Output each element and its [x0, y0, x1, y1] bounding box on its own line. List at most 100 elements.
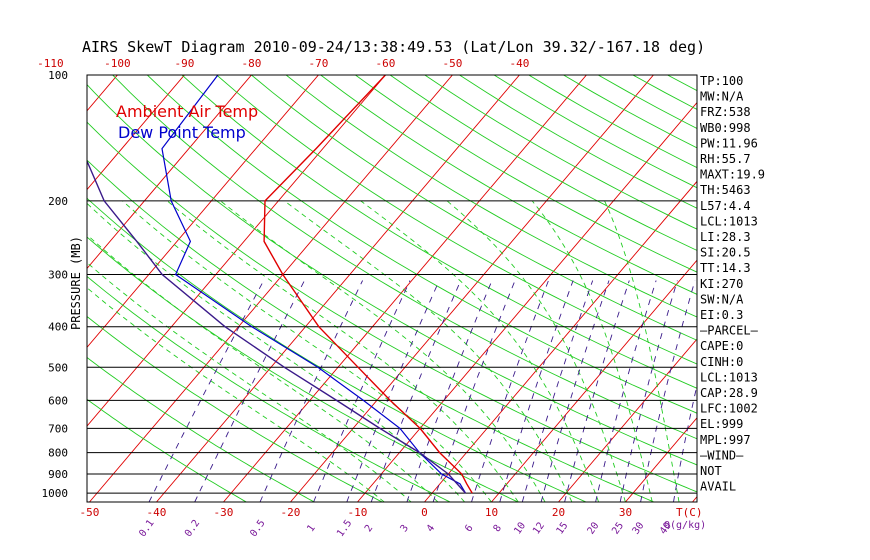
mixing-ratio-label: 0.1: [137, 518, 156, 539]
dry-adiabat-line: [667, 75, 697, 92]
dry-adiabat-line: [87, 398, 247, 502]
bottom-temperature-label: 10: [485, 506, 498, 519]
top-temperature-labels: -120-110-100-90-80-70-60-50-40: [37, 57, 529, 70]
dry-adiabat-line: [320, 75, 697, 295]
bottom-temperature-labels: -50 -40 -30 -20 -10 0 10 20 30: [80, 506, 633, 519]
top-temperature-label: -90: [174, 57, 194, 70]
index-label: FRZ:538: [700, 105, 751, 119]
pressure-tick-label: 900: [48, 468, 68, 481]
index-label: CAPE:0: [700, 339, 743, 353]
index-label: EI:0.3: [700, 308, 743, 322]
pressure-tick-label: 200: [48, 195, 68, 208]
mixing-ratio-line: [619, 280, 678, 502]
mixing-ratio-labels: 0.1 0.2 0.5 1 1.5 2 3 4 6 8 10 12 15 20 25 30 40: [137, 518, 674, 539]
moist-adiabat-line: [284, 200, 573, 502]
mixing-ratio-line: [521, 280, 594, 502]
index-label: MAXT:19.9: [700, 168, 765, 182]
mixing-ratio-line: [540, 280, 610, 502]
mixing-ratio-label: 0.2: [183, 518, 202, 539]
top-temperature-label: -80: [241, 57, 261, 70]
moist-adiabat-line: [87, 287, 385, 502]
mixing-ratio-line: [432, 280, 516, 502]
pressure-tick-label: 700: [48, 422, 68, 435]
mixing-ratio-line: [499, 280, 574, 502]
isotherm-line: [87, 75, 253, 270]
dry-adiabat-line: [216, 75, 697, 365]
pressure-tick-label: 400: [48, 321, 68, 334]
moist-adiabat-line: [360, 200, 600, 502]
top-temperature-label: -60: [375, 57, 395, 70]
dry-adiabat-line: [389, 75, 697, 251]
index-label: TP:100: [700, 74, 743, 88]
top-temperature-label: -50: [442, 57, 462, 70]
dry-adiabat-line: [355, 75, 697, 273]
index-label: EL:999: [700, 417, 743, 431]
isotherm-line: [558, 338, 697, 502]
dry-adiabat-line: [87, 315, 383, 502]
index-label: KI:270: [700, 277, 743, 291]
dry-adiabat-line: [87, 121, 697, 493]
ambient-temp-line: [263, 75, 473, 494]
isotherm-line: [87, 75, 186, 191]
parcel-line: [87, 159, 467, 494]
index-label: WB0:998: [700, 121, 751, 135]
isotherm-line: [0, 66, 58, 502]
dry-adiabat-line: [112, 75, 697, 440]
mixing-ratio-line: [148, 280, 265, 502]
chart-title: AIRS SkewT Diagram 2010-09-24/13:38:49.5…: [82, 38, 705, 56]
top-temperature-label: -70: [308, 57, 328, 70]
mixing-ratio-line: [313, 280, 411, 502]
y-axis-label: PRESSURE (MB): [69, 236, 83, 330]
dry-adiabat-line: [87, 275, 451, 502]
bottom-temperature-label: 30: [619, 506, 632, 519]
index-label: CINH:0: [700, 355, 743, 369]
mixing-ratio-label: 25: [610, 520, 626, 536]
dry-adiabat-line: [87, 197, 587, 502]
moist-adiabat-line: [220, 200, 546, 502]
mixing-ratio-label: 8: [492, 523, 504, 534]
bottom-temperature-label: -50: [80, 506, 100, 519]
isotherm-line: [89, 75, 454, 502]
mixing-ratio-label: 2: [363, 523, 375, 534]
legend-dewpoint: Dew Point Temp: [118, 123, 246, 142]
dry-adiabat-line: [87, 159, 655, 502]
index-label: MW:N/A: [700, 90, 744, 104]
index-label: SW:N/A: [700, 292, 744, 306]
mixing-ratio-line: [406, 280, 493, 502]
index-label: AVAIL: [700, 480, 736, 494]
mixing-ratio-unit-label: Q(g/kg): [664, 520, 706, 531]
dry-adiabat-line: [459, 75, 697, 209]
index-label: NOT: [700, 464, 722, 478]
index-label: LI:28.3: [700, 230, 751, 244]
dry-adiabat-line: [424, 75, 697, 230]
mixing-ratio-label: 3: [399, 523, 411, 534]
isotherm-line: [759, 66, 870, 502]
mixing-ratio-label: 4: [425, 523, 437, 534]
isotherm-line: [87, 75, 320, 348]
thermo-grid: [0, 66, 870, 502]
moist-adiabat-line: [604, 200, 680, 502]
bottom-temperature-label: -10: [348, 506, 368, 519]
pressure-tick-labels: 100 200 300 400 500 600 700 800 900 1000: [42, 69, 69, 500]
moist-adiabat-line: [87, 202, 466, 502]
plot-frame: [86, 74, 698, 503]
profile-lines: [87, 75, 473, 494]
index-label: MPL:997: [700, 433, 751, 447]
index-label: LCL:1013: [700, 214, 758, 228]
mixing-ratio-line: [194, 280, 305, 502]
pressure-tick-label: 300: [48, 269, 68, 282]
bottom-temperature-label: -40: [147, 506, 167, 519]
isotherm-line: [87, 75, 387, 427]
index-label: SI:20.5: [700, 246, 751, 260]
index-label: CAP:28.9: [700, 386, 758, 400]
index-label: LFC:1002: [700, 402, 758, 416]
mixing-ratio-line: [346, 280, 440, 502]
dry-adiabat-line: [181, 75, 697, 389]
isotherm-line: [290, 75, 655, 502]
top-temperature-label: -100: [104, 57, 131, 70]
pressure-tick-label: 800: [48, 447, 68, 460]
mixing-ratio-label: 30: [631, 520, 647, 536]
isotherm-line: [826, 66, 870, 502]
